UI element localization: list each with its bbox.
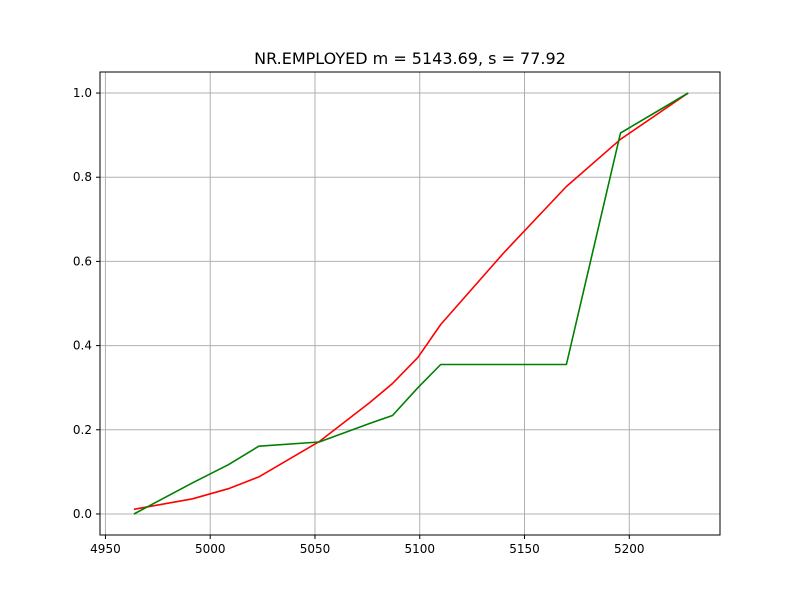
plot-area xyxy=(99,71,721,536)
x-tick-label: 5150 xyxy=(509,542,540,556)
y-tick-label: 0.2 xyxy=(73,423,92,437)
x-tick-label: 5050 xyxy=(300,542,331,556)
x-axis: 4950 5000 5050 5100 5150 5200 xyxy=(90,535,645,556)
y-tick-label: 1.0 xyxy=(73,86,92,100)
x-tick-label: 4950 xyxy=(90,542,121,556)
series-line-1 xyxy=(133,92,689,511)
grid-lines xyxy=(100,72,720,535)
y-tick-label: 0.0 xyxy=(73,507,92,521)
data-series xyxy=(133,92,689,515)
x-tick-label: 5200 xyxy=(614,542,645,556)
y-axis: 0.0 0.2 0.4 0.6 0.8 1.0 xyxy=(73,86,100,521)
chart-title: NR.EMPLOYED m = 5143.69, s = 77.92 xyxy=(254,49,566,68)
series-line-2 xyxy=(133,92,689,515)
y-tick-label: 0.6 xyxy=(73,254,92,268)
y-tick-label: 0.4 xyxy=(73,339,92,353)
x-tick-label: 5100 xyxy=(404,542,435,556)
y-tick-label: 0.8 xyxy=(73,170,92,184)
x-tick-label: 5000 xyxy=(195,542,226,556)
